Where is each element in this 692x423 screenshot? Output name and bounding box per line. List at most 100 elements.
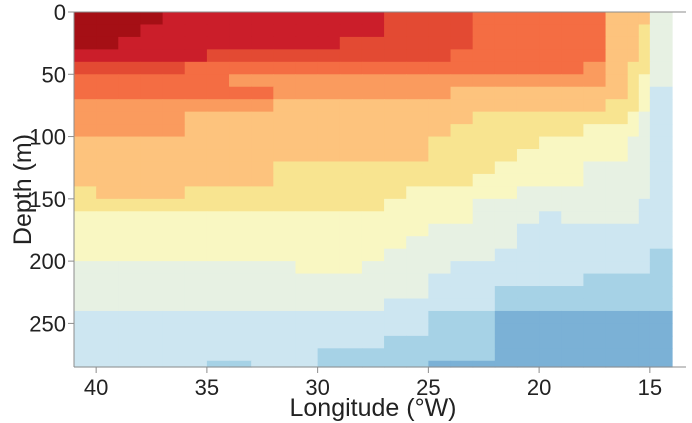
heatmap-cell xyxy=(273,161,297,175)
heatmap-cell xyxy=(295,99,319,113)
heatmap-cell xyxy=(472,61,496,75)
heatmap-cell xyxy=(140,173,164,187)
heatmap-cell xyxy=(561,186,585,200)
heatmap-cell xyxy=(516,149,540,163)
heatmap-cell xyxy=(206,286,230,300)
heatmap-cell xyxy=(450,223,474,237)
heatmap-cell xyxy=(561,149,585,163)
heatmap-cell xyxy=(229,161,252,175)
heatmap-cell xyxy=(450,111,474,125)
heatmap-cell xyxy=(273,12,297,26)
heatmap-cell xyxy=(406,99,429,113)
heatmap-cell xyxy=(74,86,97,100)
heatmap-cell xyxy=(516,335,540,349)
heatmap-cell xyxy=(229,111,252,125)
heatmap-cell xyxy=(583,248,607,262)
heatmap-cell xyxy=(140,261,164,275)
heatmap-cell xyxy=(184,335,208,349)
heatmap-cell xyxy=(229,36,252,50)
heatmap-cell xyxy=(649,24,673,38)
heatmap-cell xyxy=(361,111,385,125)
heatmap-cell xyxy=(339,223,363,237)
heatmap-cell xyxy=(638,49,651,63)
heatmap-cell xyxy=(406,273,429,287)
heatmap-cell xyxy=(638,211,651,225)
heatmap-cell xyxy=(638,36,651,50)
heatmap-cell xyxy=(206,24,230,38)
heatmap-cell xyxy=(516,198,540,212)
heatmap-cell xyxy=(295,323,319,337)
heatmap-cell xyxy=(118,186,142,200)
heatmap-cell xyxy=(339,24,363,38)
heatmap-cell xyxy=(251,211,274,225)
heatmap-cell xyxy=(627,211,640,225)
heatmap-cell xyxy=(339,12,363,26)
heatmap-cell xyxy=(229,149,252,163)
heatmap-cell xyxy=(273,61,297,75)
heatmap-cell xyxy=(361,348,385,362)
heatmap-cell xyxy=(450,273,474,287)
heatmap-cell xyxy=(140,49,164,63)
heatmap-cell xyxy=(361,298,385,312)
heatmap-cell xyxy=(627,24,640,38)
heatmap-cell xyxy=(317,298,341,312)
heatmap-cell xyxy=(206,149,230,163)
heatmap-cell xyxy=(627,298,640,312)
heatmap-cell xyxy=(361,198,385,212)
heatmap-cell xyxy=(251,186,274,200)
heatmap-cell xyxy=(96,335,119,349)
heatmap-cell xyxy=(428,149,452,163)
heatmap-cell xyxy=(583,298,607,312)
heatmap-cell xyxy=(605,24,629,38)
heatmap-cell xyxy=(494,111,518,125)
y-axis-label: Depth (m) xyxy=(9,134,37,245)
heatmap-cell xyxy=(516,161,540,175)
heatmap-cell xyxy=(206,111,230,125)
heatmap-cell xyxy=(627,323,640,337)
heatmap-cell xyxy=(251,236,274,250)
heatmap-cell xyxy=(96,298,119,312)
y-tick-label: 200 xyxy=(29,249,66,274)
heatmap-cell xyxy=(361,335,385,349)
heatmap-cell xyxy=(206,348,230,362)
heatmap-cell xyxy=(339,161,363,175)
heatmap-cell xyxy=(184,161,208,175)
heatmap-cell xyxy=(295,173,319,187)
heatmap-cell xyxy=(561,360,585,368)
heatmap-cell xyxy=(406,12,429,26)
heatmap-cell xyxy=(162,124,186,138)
heatmap-cell xyxy=(162,286,186,300)
heatmap-cell xyxy=(140,161,164,175)
heatmap-cell xyxy=(516,323,540,337)
heatmap-cell xyxy=(206,273,230,287)
heatmap-cell xyxy=(627,161,640,175)
heatmap-cell xyxy=(384,111,407,125)
heatmap-cell xyxy=(561,61,585,75)
heatmap-cell xyxy=(184,61,208,75)
heatmap-cell xyxy=(406,286,429,300)
heatmap-cell xyxy=(384,323,407,337)
heatmap-cell xyxy=(406,223,429,237)
heatmap-cell xyxy=(494,173,518,187)
heatmap-cell xyxy=(140,211,164,225)
heatmap-cell xyxy=(649,310,673,325)
heatmap-cell xyxy=(406,61,429,75)
heatmap-cell xyxy=(229,323,252,337)
heatmap-cell xyxy=(638,310,651,325)
heatmap-cell xyxy=(649,286,673,300)
heatmap-cell xyxy=(273,49,297,63)
heatmap-cell xyxy=(295,348,319,362)
heatmap-cell xyxy=(605,310,629,325)
heatmap-cell xyxy=(384,173,407,187)
heatmap-cell xyxy=(162,136,186,150)
heatmap-cell xyxy=(516,86,540,100)
heatmap-cell xyxy=(428,124,452,138)
heatmap-cell xyxy=(96,149,119,163)
heatmap-cell xyxy=(251,335,274,349)
heatmap-cell xyxy=(229,61,252,75)
heatmap-cell xyxy=(74,161,97,175)
heatmap-cell xyxy=(428,298,452,312)
heatmap-cell xyxy=(539,111,562,125)
heatmap-cell xyxy=(74,173,97,187)
heatmap-cell xyxy=(516,211,540,225)
